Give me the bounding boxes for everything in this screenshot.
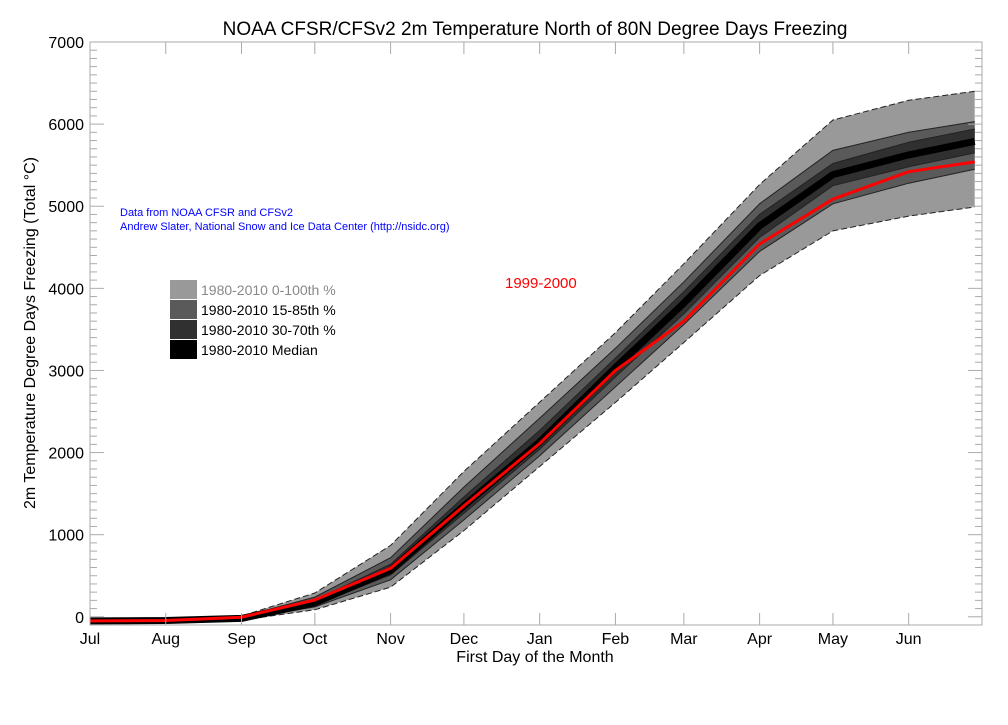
band-0-upper-edge bbox=[89, 90, 975, 621]
chart-title: NOAA CFSR/CFSv2 2m Temperature North of … bbox=[223, 19, 848, 40]
legend: 1980-2010 0-100th % 1980-2010 15-85th % 19… bbox=[170, 280, 336, 359]
x-tick-label: Sep bbox=[227, 631, 256, 648]
y-tick-label: 2000 bbox=[48, 446, 84, 463]
annotation-source: Data from NOAA CFSR and CFSv2 bbox=[120, 207, 293, 219]
legend-swatch-2 bbox=[170, 320, 197, 339]
x-tick-label: May bbox=[818, 631, 848, 648]
y-axis-label: 2m Temperature Degree Days Freezing (Tot… bbox=[22, 157, 39, 509]
x-tick-label: Mar bbox=[670, 631, 698, 648]
legend-swatch-1 bbox=[170, 300, 197, 319]
x-tick-label: Nov bbox=[376, 631, 404, 648]
y-tick-label: 4000 bbox=[48, 281, 84, 298]
y-tick-label: 3000 bbox=[48, 363, 84, 380]
x-tick-label: Dec bbox=[450, 631, 478, 648]
x-tick-label: Apr bbox=[747, 631, 773, 648]
band-1 bbox=[90, 121, 975, 622]
x-tick-label: Oct bbox=[302, 631, 327, 648]
x-tick-label: Jan bbox=[527, 631, 553, 648]
legend-label-3: 1980-2010 Median bbox=[201, 342, 318, 358]
y-tick-label: 0 bbox=[75, 610, 84, 627]
y-tick-label: 5000 bbox=[48, 199, 84, 216]
y-tick-label: 6000 bbox=[48, 117, 84, 134]
plot-frame bbox=[89, 41, 983, 626]
legend-label-1: 1980-2010 15-85th % bbox=[201, 302, 336, 318]
x-tick-label: Jul bbox=[80, 631, 100, 648]
legend-swatch-0 bbox=[170, 280, 197, 299]
x-axis-label: First Day of the Month bbox=[456, 649, 613, 666]
x-tick-label: Jun bbox=[896, 631, 922, 648]
y-tick-label: 7000 bbox=[48, 35, 84, 52]
legend-swatch-3 bbox=[170, 340, 197, 359]
y-tick-label: 1000 bbox=[48, 528, 84, 545]
annotation-author: Andrew Slater, National Snow and Ice Dat… bbox=[120, 221, 450, 233]
x-tick-label: Aug bbox=[152, 631, 180, 648]
series-label-1999-2000: 1999-2000 bbox=[505, 275, 577, 292]
plot-area: 0 1000 2000 3000 4000 5000 6000 7000 Jul Aug Sep Oc… bbox=[48, 35, 983, 648]
legend-label-2: 1980-2010 30-70th % bbox=[201, 322, 336, 338]
legend-label-0: 1980-2010 0-100th % bbox=[201, 282, 336, 298]
x-tick-label: Feb bbox=[602, 631, 630, 648]
band-0-lower-edge bbox=[89, 206, 975, 622]
band-1-lower-edge bbox=[89, 168, 975, 622]
